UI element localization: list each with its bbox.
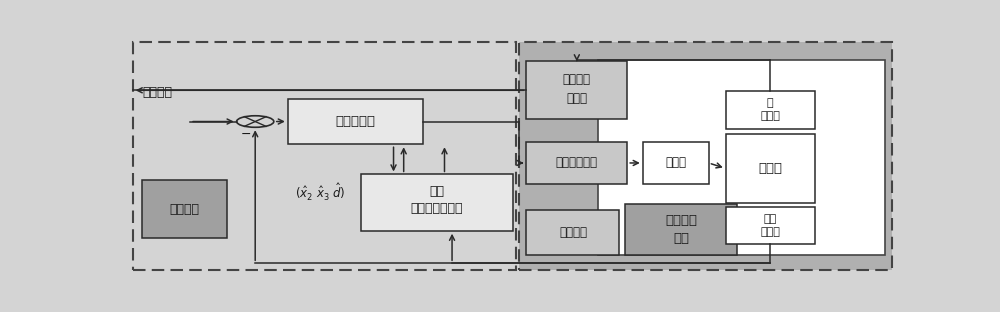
Bar	[726, 207, 815, 244]
Bar	[598, 60, 885, 255]
Bar	[625, 204, 737, 255]
Bar	[526, 61, 627, 119]
Bar	[519, 42, 892, 271]
Text: 扩张状态观测器: 扩张状态观测器	[411, 202, 463, 215]
Bar	[133, 42, 516, 271]
Bar	[526, 210, 619, 255]
Bar	[643, 142, 709, 184]
Bar	[288, 99, 423, 144]
Text: 力: 力	[767, 98, 774, 108]
Text: 位移: 位移	[764, 214, 777, 224]
Text: 单元: 单元	[673, 232, 689, 245]
Text: 液压驱动: 液压驱动	[665, 213, 697, 227]
Bar	[142, 180, 227, 238]
Text: 液压缸: 液压缸	[758, 162, 782, 175]
Text: 力传感器: 力传感器	[563, 73, 591, 86]
Text: 物理系统: 物理系统	[559, 226, 587, 239]
Bar	[726, 134, 815, 203]
Text: $(\hat{x}_2\ \hat{x}_3\ \hat{d})$: $(\hat{x}_2\ \hat{x}_3\ \hat{d})$	[295, 182, 346, 203]
Text: 系统输入: 系统输入	[142, 86, 172, 99]
Bar	[361, 174, 512, 231]
Text: 线性: 线性	[429, 185, 444, 198]
Text: 控制系统: 控制系统	[170, 203, 200, 216]
Text: 伺服阀: 伺服阀	[665, 156, 686, 169]
Circle shape	[237, 116, 274, 127]
Text: 放大板: 放大板	[566, 92, 587, 105]
Text: 伺服阀放大板: 伺服阀放大板	[556, 156, 598, 169]
Bar	[526, 142, 627, 184]
Text: 传感器: 传感器	[760, 227, 780, 237]
Bar	[726, 91, 815, 129]
Text: −: −	[241, 128, 251, 141]
Text: 传感器: 传感器	[760, 111, 780, 121]
Text: 滑模控制器: 滑模控制器	[336, 115, 376, 128]
